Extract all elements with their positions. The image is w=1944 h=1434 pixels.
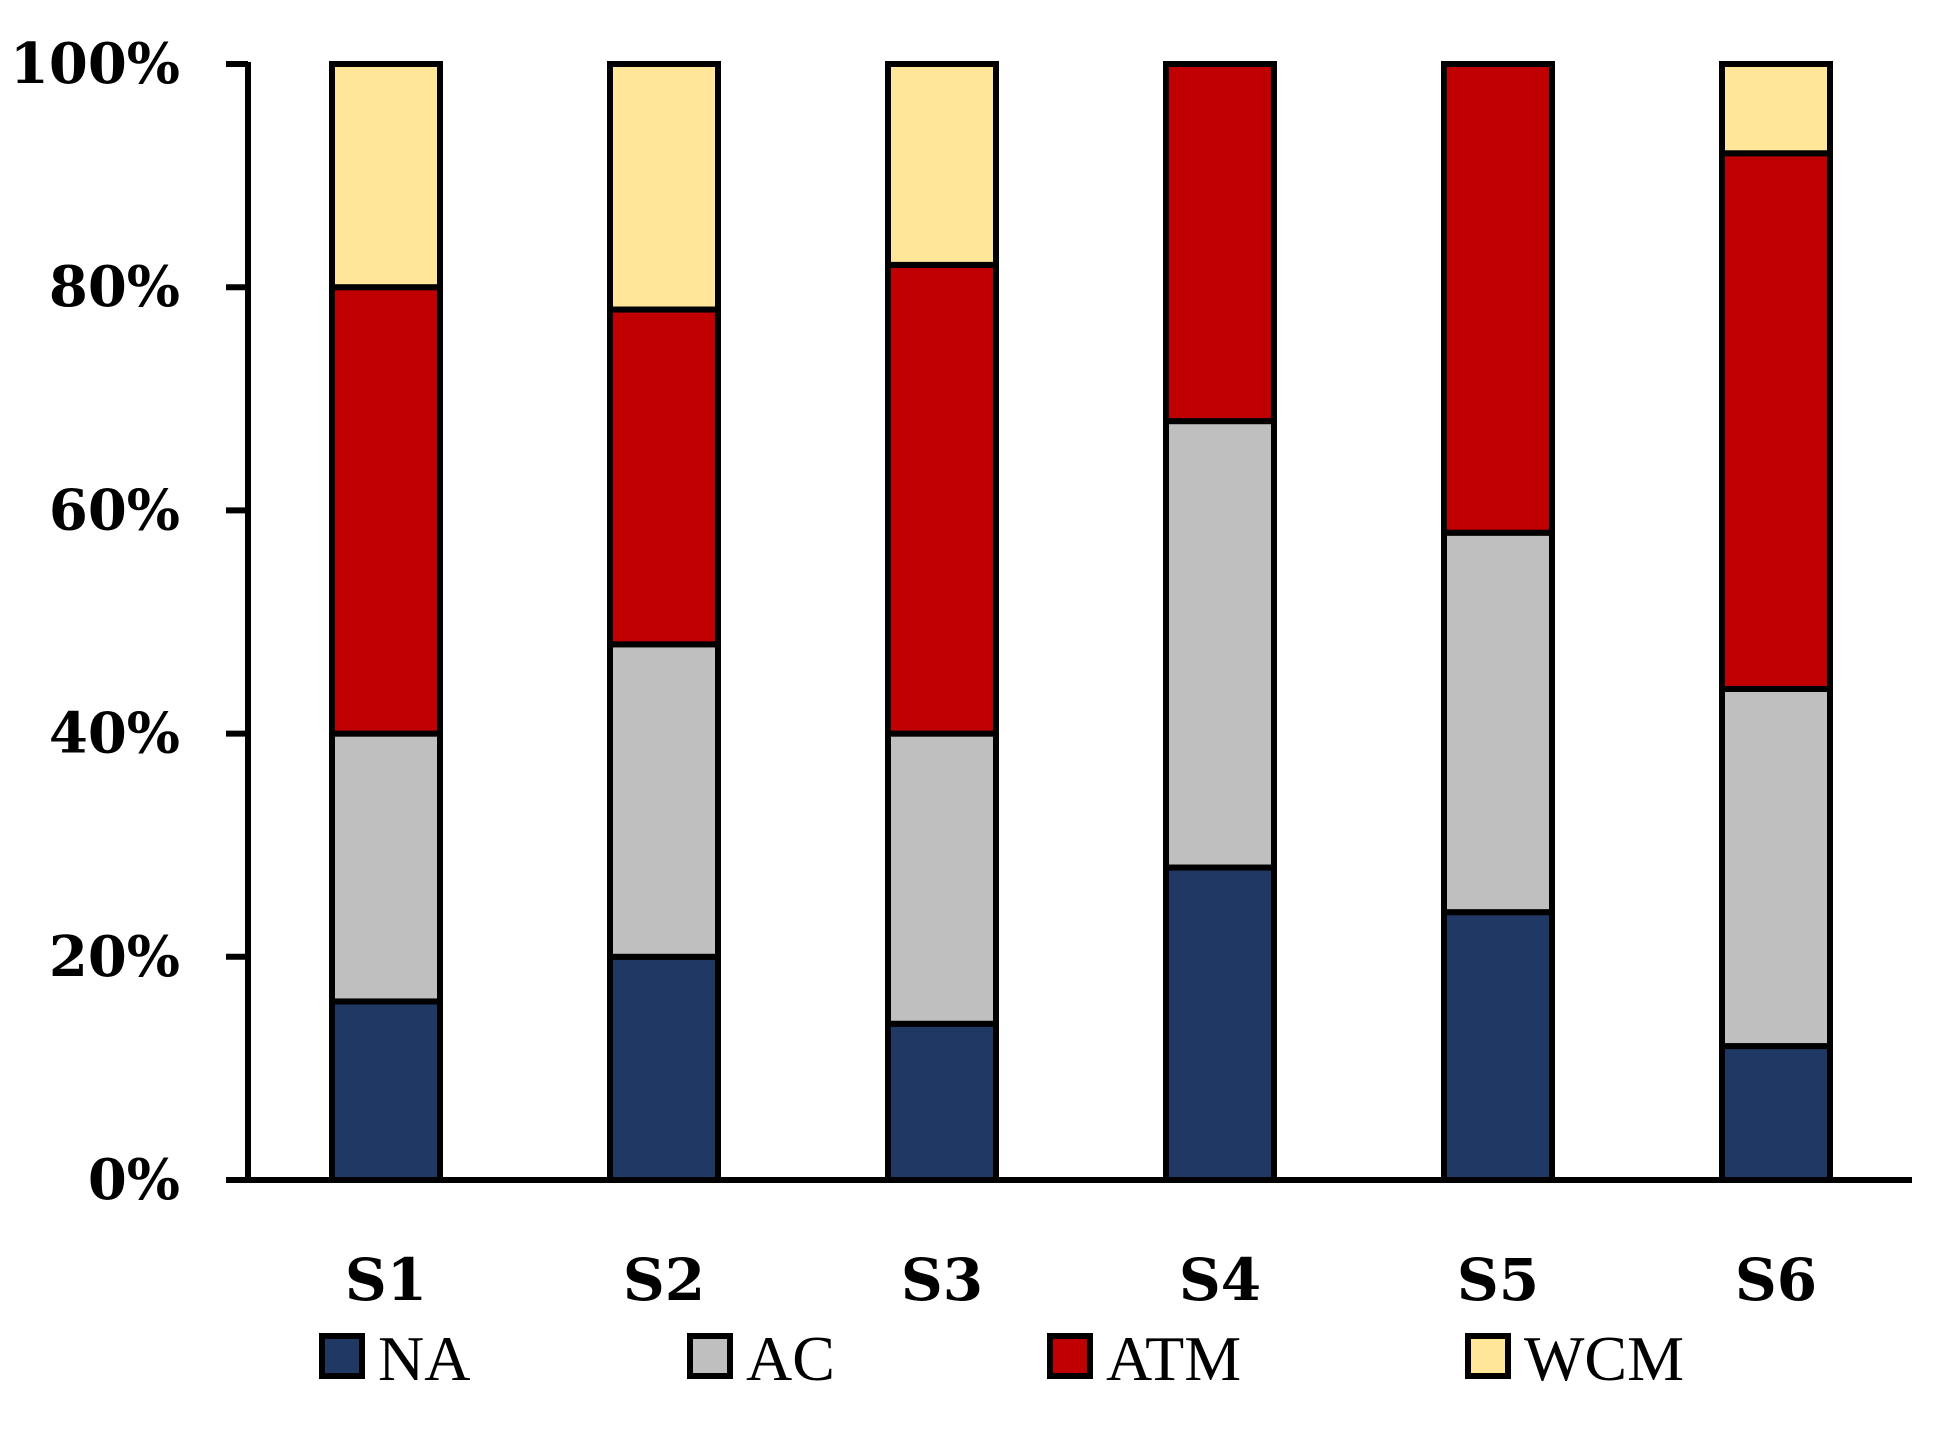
bar-segment-s6-na <box>1719 1043 1833 1183</box>
bar-segment-s2-atm <box>607 306 721 648</box>
bar-segment-s4-ac <box>1163 418 1277 871</box>
bars <box>329 61 1833 1184</box>
legend-swatch <box>1047 1333 1093 1379</box>
x-category-label: S6 <box>1735 1246 1817 1314</box>
bar-segment-s1-wcm <box>329 61 443 291</box>
bar-segment-s2-ac <box>607 641 721 960</box>
legend-item-atm: ATM <box>1047 1323 1241 1394</box>
bar-segment-s2-na <box>607 953 721 1183</box>
bar-segment-s5-na <box>1441 909 1555 1183</box>
y-tick-label: 60% <box>49 477 180 543</box>
legend-label: WCM <box>1524 1323 1684 1394</box>
y-tick-label: 40% <box>49 701 180 767</box>
legend-item-na: NA <box>319 1323 470 1394</box>
category-labels: S1 S2 S3 S4 S5 S6 <box>345 1246 1817 1314</box>
bar-segment-s5-ac <box>1441 529 1555 916</box>
bar-segment-s4-atm <box>1163 61 1277 425</box>
bar-segment-s3-wcm <box>885 61 999 268</box>
y-tick-label: 20% <box>49 924 180 990</box>
bar-segment-s6-wcm <box>1719 61 1833 157</box>
x-category-label: S1 <box>345 1246 427 1314</box>
bar-segment-s6-ac <box>1719 685 1833 1050</box>
legend: NA AC ATM WCM <box>319 1323 1684 1394</box>
bar-segment-s5-atm <box>1441 61 1555 536</box>
bar-segment-s1-na <box>329 998 443 1183</box>
legend-item-wcm: WCM <box>1465 1323 1684 1394</box>
bar-segment-s6-atm <box>1719 150 1833 692</box>
bar-segment-s3-na <box>885 1020 999 1184</box>
bar-segment-s1-ac <box>329 730 443 1005</box>
bar-segment-s3-ac <box>885 730 999 1027</box>
y-tick-label: 80% <box>49 254 180 320</box>
legend-label: AC <box>746 1323 835 1394</box>
x-category-label: S2 <box>623 1246 705 1314</box>
legend-label: NA <box>378 1323 470 1394</box>
legend-swatch <box>1465 1333 1511 1379</box>
x-category-label: S5 <box>1457 1246 1539 1314</box>
x-category-label: S4 <box>1179 1246 1261 1314</box>
legend-swatch <box>319 1333 365 1379</box>
x-category-label: S3 <box>901 1246 983 1314</box>
bar-segment-s3-atm <box>885 261 999 737</box>
bar-segment-s1-atm <box>329 284 443 737</box>
y-tick-label: 0% <box>88 1147 180 1213</box>
legend-item-ac: AC <box>687 1323 835 1394</box>
legend-label: ATM <box>1106 1323 1241 1394</box>
y-axis: 0% 20% 40% 60% 80% 100% <box>10 31 251 1213</box>
legend-swatch <box>687 1333 733 1379</box>
bar-segment-s4-na <box>1163 864 1277 1184</box>
y-tick-label: 100% <box>10 31 180 97</box>
bar-segment-s2-wcm <box>607 61 721 313</box>
